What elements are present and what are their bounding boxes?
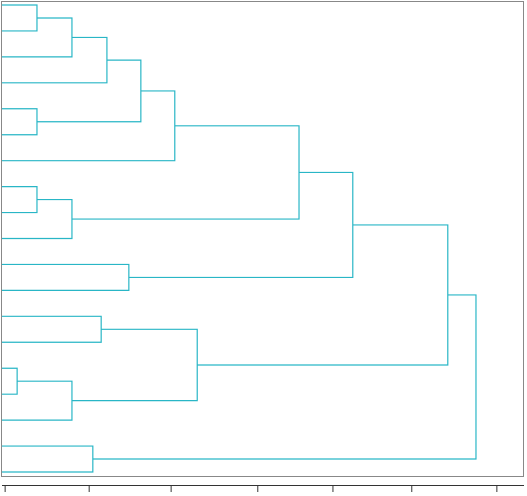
dendrogram-link	[36, 59, 142, 123]
dendrogram-link	[128, 171, 354, 279]
dendrogram-link	[197, 224, 449, 366]
dendrogram-link	[2, 263, 130, 291]
dendrogram-link	[92, 294, 477, 460]
dendrogram-link	[2, 108, 38, 136]
dendrogram-link	[2, 90, 176, 162]
dendrogram-link	[2, 367, 18, 395]
dendrogram-link	[2, 36, 108, 84]
dendrogram-link	[2, 315, 102, 343]
dendrogram-link	[2, 380, 73, 421]
dendrogram-link	[2, 4, 38, 32]
dendrogram-link	[71, 328, 198, 402]
plot-frame	[1, 1, 524, 477]
dendrogram-link	[2, 186, 38, 214]
dendrogram-link	[71, 125, 300, 220]
dendrogram-link	[2, 445, 94, 473]
